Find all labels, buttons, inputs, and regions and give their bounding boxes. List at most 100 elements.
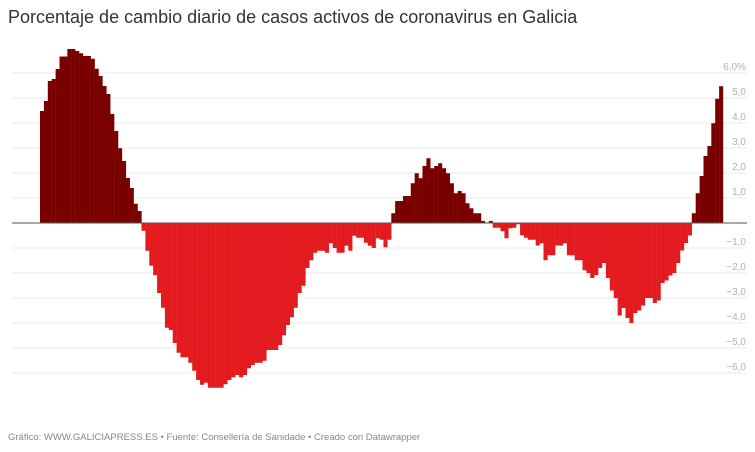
bar <box>305 223 310 268</box>
bar <box>664 223 669 281</box>
bar <box>141 223 146 231</box>
bar <box>219 223 224 388</box>
y-tick-label: −3,0 <box>726 287 746 298</box>
bar <box>59 56 64 223</box>
bar <box>51 79 56 223</box>
bar <box>508 223 513 229</box>
bar <box>621 223 626 308</box>
bar <box>703 156 708 223</box>
bar <box>488 221 493 223</box>
bar <box>129 188 134 223</box>
bar <box>371 223 376 248</box>
bar <box>293 223 298 308</box>
bar <box>301 223 306 286</box>
bar <box>196 223 201 380</box>
bar <box>531 223 536 240</box>
bar <box>644 223 650 298</box>
bar <box>613 223 618 298</box>
bar <box>715 98 720 223</box>
bar <box>422 166 427 223</box>
bar <box>391 213 396 223</box>
bar <box>281 223 287 336</box>
bar <box>102 86 107 223</box>
bar <box>200 223 205 385</box>
bar <box>668 223 673 276</box>
bar <box>586 223 591 273</box>
bar <box>356 223 361 238</box>
bar <box>246 223 251 369</box>
bar <box>469 208 474 223</box>
bar <box>395 201 400 223</box>
bar <box>520 223 525 236</box>
y-tick-label: −4,0 <box>726 312 746 323</box>
y-tick-label: 1,0 <box>732 187 746 198</box>
bar <box>278 223 283 345</box>
bar <box>207 223 212 388</box>
bar <box>602 223 607 263</box>
bar <box>512 223 517 228</box>
bar <box>504 223 509 239</box>
bar <box>582 223 587 271</box>
bar <box>547 223 552 256</box>
bar <box>527 223 532 240</box>
bar <box>160 223 166 308</box>
bar <box>321 223 326 251</box>
bar <box>63 56 68 223</box>
bar <box>121 161 127 223</box>
bar <box>133 203 138 223</box>
bar <box>441 168 447 223</box>
bar <box>86 56 91 223</box>
bar <box>79 53 84 223</box>
bar <box>270 223 275 350</box>
bar <box>188 223 193 363</box>
bar <box>637 223 642 311</box>
bar <box>695 193 700 223</box>
y-tick-label: 2,0 <box>732 162 746 173</box>
bar <box>609 223 614 291</box>
bar <box>211 223 216 388</box>
bar <box>438 163 443 223</box>
bar <box>363 223 369 243</box>
bar <box>254 223 259 363</box>
bar <box>578 223 583 261</box>
bar <box>687 223 692 236</box>
chart-title: Porcentaje de cambio diario de casos act… <box>8 7 578 27</box>
bar <box>559 223 564 246</box>
bar <box>551 223 556 256</box>
y-tick-label: 4,0 <box>732 112 746 123</box>
bar <box>676 223 681 263</box>
bar <box>574 223 579 261</box>
bar <box>75 51 80 223</box>
bar <box>598 223 603 268</box>
bar <box>164 223 169 328</box>
bar <box>449 183 454 223</box>
bar <box>82 56 88 223</box>
bar <box>324 223 330 253</box>
bar <box>375 223 380 239</box>
bar <box>496 223 501 228</box>
bar <box>414 173 419 223</box>
bar <box>145 223 150 251</box>
bar <box>43 101 49 223</box>
bar <box>383 223 388 248</box>
bar <box>336 223 341 253</box>
bar <box>90 58 95 223</box>
bar <box>652 223 657 303</box>
bar <box>157 223 162 293</box>
bar <box>137 211 142 223</box>
bar <box>594 223 599 275</box>
bar <box>114 131 119 223</box>
bar <box>445 173 450 223</box>
bar <box>477 213 482 223</box>
y-tick-label: −2,0 <box>726 262 746 273</box>
bar <box>289 223 294 318</box>
bar <box>539 223 544 244</box>
bar <box>262 223 267 361</box>
bar <box>360 223 365 238</box>
bar <box>387 223 392 240</box>
bar <box>500 223 505 232</box>
y-tick-label: 3,0 <box>732 137 746 148</box>
bar <box>285 223 290 325</box>
bar <box>492 223 497 228</box>
bar <box>683 223 689 243</box>
